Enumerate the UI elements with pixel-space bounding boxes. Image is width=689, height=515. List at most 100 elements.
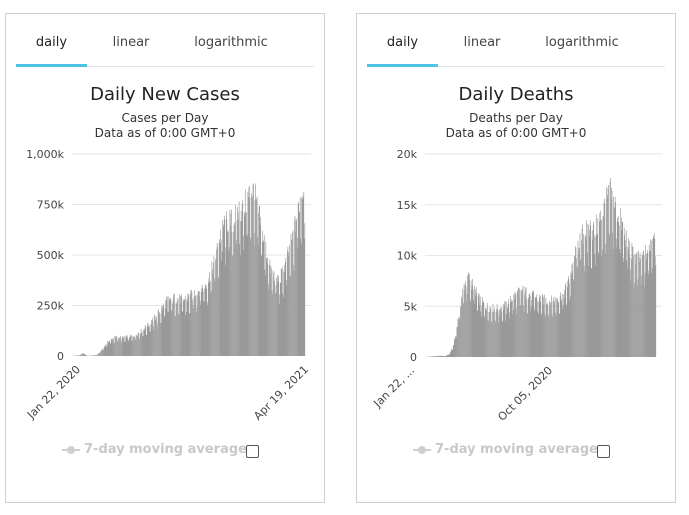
data-bar	[531, 300, 532, 357]
data-bar	[599, 221, 600, 357]
data-bar	[296, 218, 297, 356]
data-bar	[107, 340, 109, 356]
data-bar	[163, 305, 165, 356]
data-bar	[131, 340, 133, 356]
data-bar	[526, 298, 527, 357]
y-tick-label: 1,000k	[26, 148, 64, 161]
data-bar	[555, 312, 556, 357]
data-bar	[79, 355, 80, 356]
moving-average-checkbox[interactable]	[246, 445, 259, 458]
data-bar	[514, 291, 516, 357]
data-bar	[240, 211, 242, 356]
data-bar	[182, 311, 183, 356]
data-bar	[436, 356, 437, 357]
deaths-bar-chart: 0 5k 10k 15k 20k Jan 22, ... Oct 05, 2020	[370, 148, 662, 424]
data-bar	[544, 313, 546, 357]
data-bar	[466, 302, 467, 357]
data-bar	[542, 294, 543, 357]
x-tick-label: Apr 19, 2021	[251, 363, 311, 423]
data-bar	[548, 314, 549, 357]
data-bar	[300, 238, 302, 356]
data-bar	[464, 284, 466, 357]
data-bar	[627, 269, 628, 357]
data-bar	[289, 244, 290, 356]
data-bar	[559, 313, 560, 357]
data-bar	[192, 299, 193, 356]
data-bar	[449, 353, 451, 357]
data-bar	[143, 329, 144, 356]
data-bar	[237, 207, 238, 356]
data-bar	[236, 239, 237, 356]
data-bar	[201, 288, 202, 356]
data-bar	[611, 190, 613, 357]
data-bar	[537, 311, 539, 357]
data-bar	[198, 296, 200, 356]
data-bar	[555, 315, 557, 357]
tab-daily[interactable]: daily	[367, 26, 438, 67]
data-bar	[481, 305, 483, 357]
data-bar	[174, 316, 176, 356]
data-bar	[533, 292, 535, 357]
data-bar	[215, 260, 216, 356]
data-bar	[131, 335, 132, 356]
data-bar	[496, 303, 498, 357]
data-bar	[222, 224, 224, 356]
data-bar	[611, 187, 612, 357]
tab-logarithmic[interactable]: logarithmic	[194, 35, 268, 50]
data-bar	[102, 350, 104, 356]
tab-daily[interactable]: daily	[16, 26, 87, 67]
data-bar	[475, 287, 477, 357]
data-bar	[262, 230, 264, 356]
data-bar	[94, 355, 95, 356]
moving-average-legend[interactable]: 7-day moving average	[413, 442, 598, 457]
data-bar	[263, 242, 265, 356]
data-bar	[560, 299, 562, 357]
data-bar	[592, 224, 594, 357]
data-bar	[550, 306, 551, 357]
data-bar	[520, 290, 522, 357]
data-bar	[102, 348, 103, 356]
data-bar	[210, 292, 212, 356]
y-tick-label: 500k	[37, 249, 65, 262]
data-bar	[156, 323, 158, 356]
data-bar	[622, 261, 624, 357]
data-bar	[101, 350, 102, 356]
data-bar	[270, 273, 271, 356]
data-bar	[642, 256, 643, 357]
data-bar	[147, 326, 149, 356]
moving-average-checkbox[interactable]	[597, 445, 610, 458]
data-bar	[502, 322, 503, 357]
data-bar	[468, 280, 470, 357]
data-bar	[588, 229, 590, 357]
data-bar	[613, 197, 614, 357]
data-bar	[585, 234, 586, 357]
data-bar	[583, 234, 584, 357]
data-bar	[175, 315, 176, 356]
moving-average-legend[interactable]: 7-day moving average	[62, 442, 247, 457]
data-bar	[530, 306, 532, 357]
data-bar	[282, 293, 284, 356]
data-bar	[207, 302, 209, 356]
data-bar	[480, 311, 482, 357]
data-bar	[244, 215, 246, 356]
data-bar	[455, 338, 457, 357]
data-bar	[225, 247, 227, 356]
data-bar	[575, 247, 577, 357]
data-bar	[449, 352, 451, 357]
tab-linear[interactable]: linear	[112, 35, 150, 50]
data-bar	[257, 236, 258, 356]
data-bar	[532, 292, 534, 357]
data-bar	[488, 321, 489, 357]
data-bar	[159, 313, 161, 356]
data-bar	[176, 303, 177, 356]
data-bar	[615, 201, 616, 357]
data-bar	[466, 293, 468, 357]
data-bar	[564, 290, 566, 357]
tab-logarithmic[interactable]: logarithmic	[545, 35, 619, 50]
data-bar	[552, 317, 553, 357]
data-bar	[638, 250, 639, 357]
data-bar	[123, 336, 124, 356]
data-bar	[183, 301, 185, 356]
chart-title: Daily Deaths	[458, 84, 574, 105]
tab-linear[interactable]: linear	[463, 35, 501, 50]
